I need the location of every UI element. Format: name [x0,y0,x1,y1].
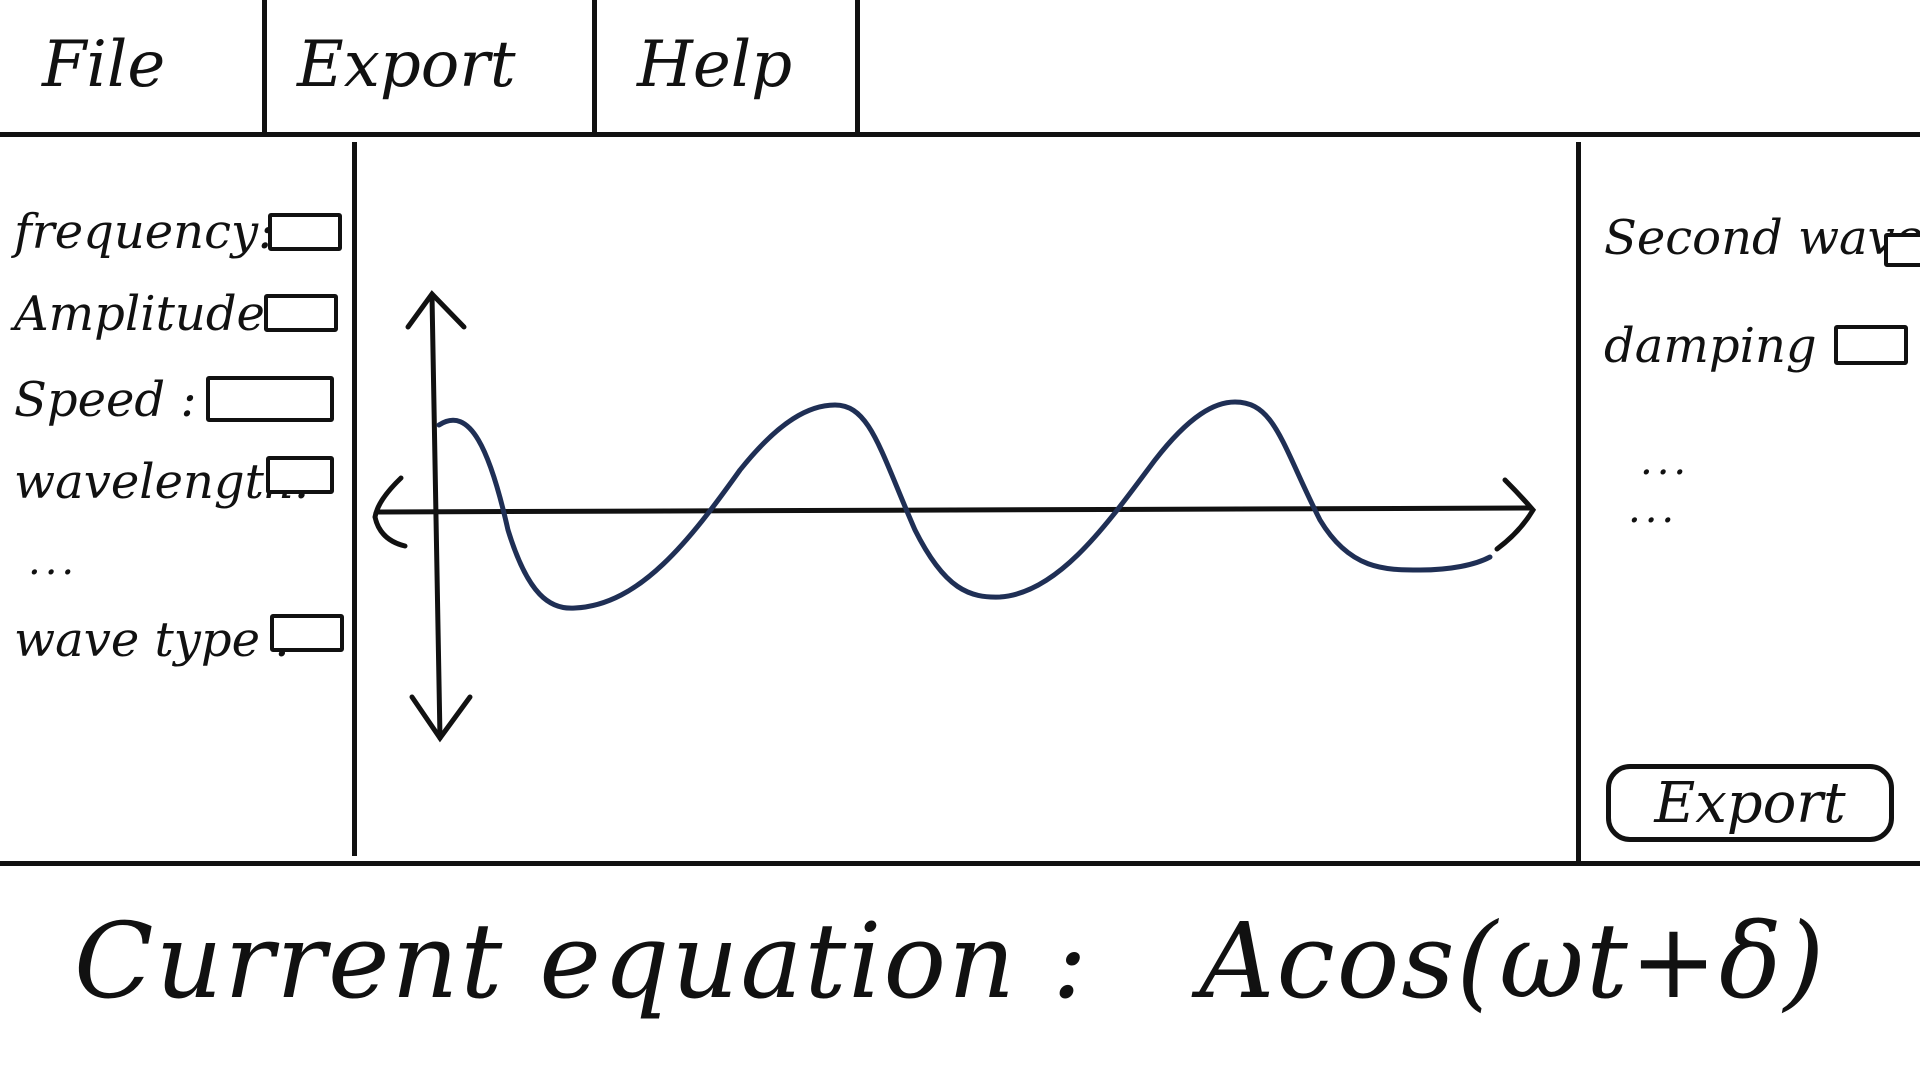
param-label: wavelength: [14,454,311,510]
menu-divider [592,0,597,134]
param-speed: Speed : [14,372,197,428]
wave-plot [372,290,1537,743]
menu-export-label: Export [297,28,516,102]
speed-input[interactable] [206,376,334,422]
param-label: Amplitude: [14,286,282,342]
more-params-ellipsis: ... [28,538,79,584]
frequency-input[interactable] [268,213,342,251]
param-label: wave type : [14,612,292,668]
wave-curve [436,399,1493,611]
menu-help[interactable]: Help [597,0,855,130]
amplitude-input[interactable] [264,294,338,332]
x-axis [372,475,1537,552]
menu-divider [855,0,860,134]
equation-display: Current equation : Acos(ωt+δ) [74,900,1826,1022]
wave-type-input[interactable] [270,614,344,652]
menu-help-label: Help [637,28,793,102]
export-button[interactable]: Export [1606,764,1894,842]
more-options-ellipsis: ... [1640,438,1691,484]
wavelength-input[interactable] [266,456,334,494]
param-label: Speed : [14,372,197,428]
param-wave-type: wave type : [14,612,291,668]
menu-divider [262,0,267,134]
equation-value: Acos(ωt+δ) [1199,900,1827,1022]
right-panel-divider [1576,142,1581,862]
damping-input[interactable] [1834,325,1908,365]
second-wave-label: Second wave: [1604,210,1920,266]
left-panel-divider [352,142,357,856]
menu-export[interactable]: Export [267,0,592,130]
equation-label: Current equation : [74,900,1090,1022]
menu-bottom-border [0,132,1920,137]
menu-file-label: File [42,28,166,102]
footer-top-border [0,861,1920,866]
param-amplitude: Amplitude: [14,286,281,342]
second-wave-input[interactable] [1884,233,1920,267]
y-axis [405,290,473,743]
param-frequency: frequency: [14,204,274,260]
param-label: frequency: [14,204,275,260]
param-wavelength: wavelength: [14,454,311,510]
more-options-ellipsis: ... [1628,486,1679,532]
menu-file[interactable]: File [0,0,262,130]
damping-label: damping : [1604,318,1849,374]
export-button-label: Export [1654,770,1846,836]
